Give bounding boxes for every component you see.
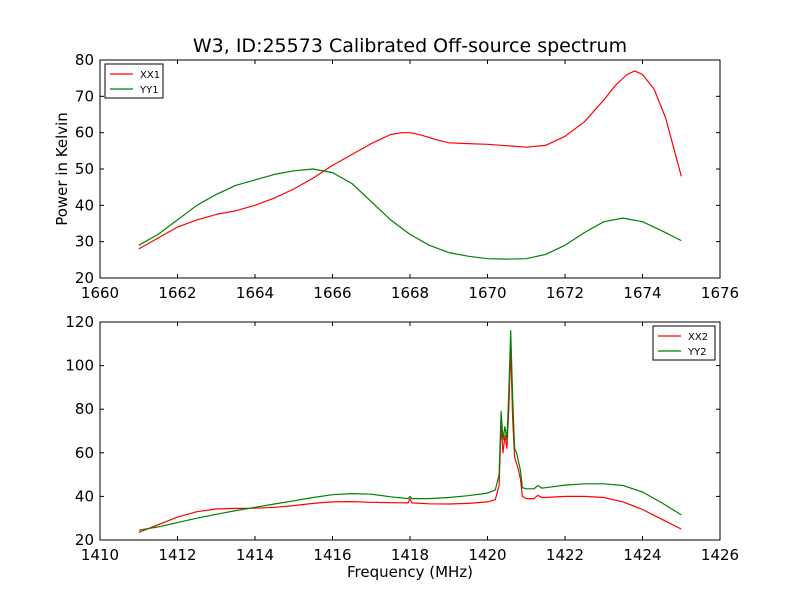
legend-label-xx1: XX1	[140, 70, 160, 81]
top-x-tick-label: 1662	[158, 284, 196, 302]
bottom-legend-box	[652, 325, 716, 361]
bottom-x-tick-label: 1422	[546, 546, 584, 564]
top-x-tick-label: 1672	[546, 284, 584, 302]
bottom-x-tick-label: 1410	[81, 546, 119, 564]
bottom-x-tick-label: 1414	[236, 546, 274, 564]
top-x-tick-label: 1674	[623, 284, 661, 302]
series-line-yy2	[138, 330, 682, 531]
top-x-tick-label: 1660	[81, 284, 119, 302]
top-y-tick-label: 20	[75, 269, 94, 287]
top-y-tick-label: 30	[75, 233, 94, 251]
top-subplot: 1660 1662 1664 1666 1668 1670 1672 1674 1676 20 30…	[53, 51, 739, 302]
bottom-x-tick-label: 1412	[158, 546, 196, 564]
bottom-x-tick-label: 1426	[701, 546, 739, 564]
top-legend-box	[104, 63, 164, 99]
legend-label-xx2: XX2	[688, 332, 708, 343]
bottom-x-tick-label: 1420	[468, 546, 506, 564]
bottom-x-axis-label: Frequency (MHz)	[347, 563, 473, 581]
bottom-y-tick-label: 40	[75, 487, 94, 505]
bottom-x-tick-label: 1424	[623, 546, 661, 564]
top-y-tick-label: 50	[75, 160, 94, 178]
top-y-tick-label: 80	[75, 51, 94, 69]
bottom-tick-group: 1410 1412 1414 1416 1418 1420 1422 1424 1426 20 40…	[65, 313, 739, 564]
top-x-tick-label: 1664	[236, 284, 274, 302]
bottom-y-tick-label: 120	[65, 313, 94, 331]
bottom-x-tick-label: 1418	[391, 546, 429, 564]
series-line-xx1	[138, 70, 682, 250]
top-x-tick-label: 1676	[701, 284, 739, 302]
top-x-tick-label: 1670	[468, 284, 506, 302]
bottom-y-tick-label: 80	[75, 400, 94, 418]
top-y-tick-label: 70	[75, 87, 94, 105]
top-y-tick-label: 60	[75, 124, 94, 142]
top-tick-group: 1660 1662 1664 1666 1668 1670 1672 1674 1676 20 30…	[75, 51, 739, 302]
top-series-group	[138, 70, 682, 260]
top-x-tick-label: 1666	[313, 284, 351, 302]
bottom-y-tick-label: 100	[65, 357, 94, 375]
bottom-subplot: 1410 1412 1414 1416 1418 1420 1422 1424 1426 20 40…	[65, 313, 739, 581]
bottom-y-tick-label: 20	[75, 531, 94, 549]
top-y-axis-label: Power in Kelvin	[53, 112, 71, 226]
legend-label-yy1: YY1	[139, 85, 159, 96]
series-line-yy1	[138, 168, 682, 260]
top-legend: XX1 YY1	[104, 63, 164, 99]
figure-title: W3, ID:25573 Calibrated Off-source spect…	[193, 35, 627, 57]
legend-label-yy2: YY2	[687, 347, 707, 358]
bottom-series-group	[138, 330, 682, 533]
bottom-legend: XX2 YY2	[652, 325, 716, 361]
bottom-x-tick-label: 1416	[313, 546, 351, 564]
bottom-y-tick-label: 60	[75, 444, 94, 462]
top-x-tick-label: 1668	[391, 284, 429, 302]
top-y-tick-label: 40	[75, 196, 94, 214]
